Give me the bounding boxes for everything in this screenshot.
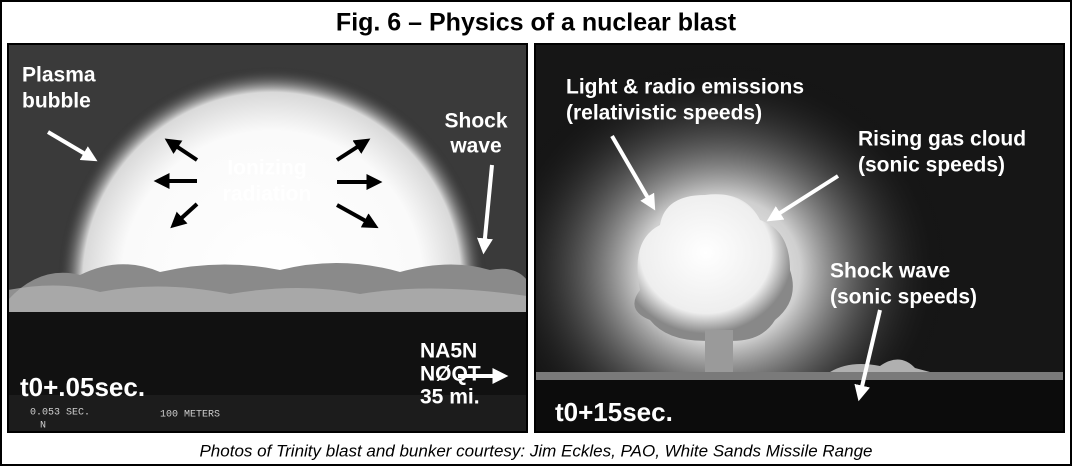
time-label: t0+.05sec. (20, 372, 145, 402)
station-label: NA5N (420, 340, 477, 363)
shock-wave-right-label: (sonic speeds) (830, 286, 977, 309)
photo-left (8, 44, 527, 432)
ionizing-radiation-label: Ionizing (227, 157, 306, 180)
station-label: NØQT (420, 363, 481, 386)
light-radio-label: Light & radio emissions (566, 76, 804, 99)
film-mark: 0.053 SEC. (30, 408, 90, 419)
photo-left-border (7, 43, 528, 433)
rising-cloud-label: (sonic speeds) (858, 154, 1005, 177)
ionizing-radiation-label: radiation (223, 183, 312, 206)
caption: Photos of Trinity blast and bunker court… (199, 441, 872, 460)
photo-right (535, 44, 1064, 432)
plasma-bubble-label: Plasma (22, 64, 96, 87)
film-mark: 100 METERS (160, 410, 220, 421)
time-label: t0+15sec. (555, 397, 673, 427)
shock-wave-right-label: Shock wave (830, 260, 950, 283)
shock-wave-label: Shock (444, 110, 507, 133)
arrows (46, 130, 882, 402)
light-radio-label: (relativistic speeds) (566, 102, 762, 125)
photo-right-border (534, 43, 1065, 433)
station-label: 35 mi. (420, 386, 480, 409)
title: Fig. 6 – Physics of a nuclear blast (336, 9, 737, 37)
film-mark: N (40, 421, 46, 432)
rising-cloud-label: Rising gas cloud (858, 128, 1026, 151)
plasma-bubble-label: bubble (22, 90, 91, 113)
shock-wave-label: wave (449, 135, 501, 158)
